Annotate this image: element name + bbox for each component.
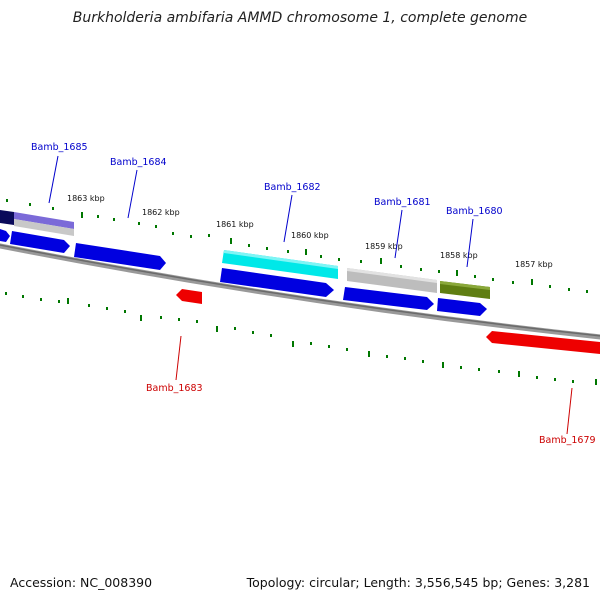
feature-bamb-1682[interactable]	[222, 250, 338, 279]
kbp-label-1863: 1863 kbp	[67, 194, 105, 203]
kbp-label-1858: 1858 kbp	[440, 251, 478, 260]
forward-cds-track	[0, 229, 487, 316]
forward-leaders	[48, 155, 474, 268]
gene-label-bamb-1681[interactable]: Bamb_1681	[374, 197, 431, 208]
kbp-label-1862: 1862 kbp	[142, 208, 180, 217]
gene-label-bamb-1682[interactable]: Bamb_1682	[264, 182, 321, 193]
feature-bamb-1685-gray[interactable]	[14, 219, 74, 236]
feature-bamb-1685-dark[interactable]	[0, 210, 14, 225]
kbp-label-1857: 1857 kbp	[515, 260, 553, 269]
kbp-label-1861: 1861 kbp	[216, 220, 254, 229]
cds-arrow-reverse[interactable]	[486, 331, 600, 355]
cds-arrow[interactable]	[0, 229, 10, 242]
cds-arrow-reverse[interactable]	[176, 289, 202, 304]
kbp-label-1860: 1860 kbp	[291, 231, 329, 240]
feature-bamb-1681[interactable]	[347, 268, 437, 293]
gene-label-bamb-1685[interactable]: Bamb_1685	[31, 142, 88, 153]
kbp-label-1859: 1859 kbp	[365, 242, 403, 251]
reverse-cds-track	[176, 289, 600, 355]
accession-text: Accession: NC_008390	[10, 575, 153, 590]
cds-arrow[interactable]	[437, 298, 487, 316]
upper-tick-track	[6, 199, 588, 293]
gene-label-bamb-1680[interactable]: Bamb_1680	[446, 206, 503, 217]
feature-track	[0, 210, 490, 299]
gene-label-bamb-1679[interactable]: Bamb_1679	[539, 435, 596, 446]
cds-arrow[interactable]	[74, 243, 166, 270]
reverse-leaders	[175, 335, 573, 435]
gene-label-bamb-1684[interactable]: Bamb_1684	[110, 157, 167, 168]
genome-title: Burkholderia ambifaria AMMD chromosome 1…	[72, 10, 528, 26]
topology-text: Topology: circular; Length: 3,556,545 bp…	[246, 575, 590, 590]
gene-label-bamb-1683[interactable]: Bamb_1683	[146, 383, 203, 394]
feature-bamb-1685[interactable]	[14, 212, 74, 229]
cds-arrow[interactable]	[10, 231, 70, 253]
cds-arrow[interactable]	[220, 268, 334, 297]
chromosome-backbone	[0, 243, 600, 340]
cds-arrow[interactable]	[343, 287, 434, 310]
lower-tick-track	[5, 292, 597, 385]
